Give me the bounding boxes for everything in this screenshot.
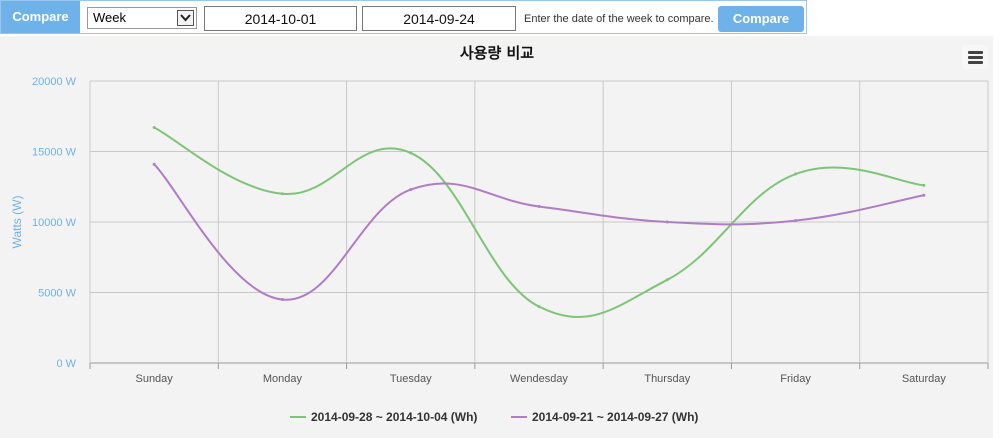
x-tick-label: Saturday <box>902 373 947 385</box>
series-1-point <box>537 305 541 309</box>
y-tick-label: 20000 W <box>32 76 77 88</box>
y-tick-label: 10000 W <box>32 217 77 229</box>
chart-background <box>0 36 993 438</box>
chevron-down-icon[interactable] <box>177 10 194 26</box>
series-2-point <box>280 298 284 302</box>
series-2-point <box>409 188 413 192</box>
date-input-a[interactable] <box>204 6 357 31</box>
legend-label: 2014-09-28 ~ 2014-10-04 (Wh) <box>311 410 477 424</box>
x-tick-label: Monday <box>263 373 303 385</box>
series-2-point <box>537 204 541 208</box>
x-tick-label: Tuesday <box>390 373 432 385</box>
series-line-2 <box>153 163 925 301</box>
period-select-value: Week <box>93 10 126 25</box>
legend-item-1[interactable]: 2014-09-28 ~ 2014-10-04 (Wh) <box>290 410 477 424</box>
series-1-point <box>280 192 284 196</box>
compare-button[interactable]: Compare <box>718 6 804 32</box>
x-tick-label: Thursday <box>644 373 690 385</box>
series-1-point <box>922 183 926 187</box>
series-2-point <box>922 193 926 197</box>
legend-item-2[interactable]: 2014-09-21 ~ 2014-09-27 (Wh) <box>511 410 698 424</box>
legend-label: 2014-09-21 ~ 2014-09-27 (Wh) <box>532 410 698 424</box>
hint-text: Enter the date of the week to compare. <box>524 13 714 25</box>
series-1-point <box>794 172 798 176</box>
x-tick-label: Sunday <box>135 373 173 385</box>
legend[interactable]: 2014-09-28 ~ 2014-10-04 (Wh) 2014-09-21 ~… <box>290 410 698 424</box>
series-1-point <box>409 151 413 155</box>
series-2-point <box>665 220 669 224</box>
compare-toolbar: Compare Week Enter the date of the week … <box>0 0 807 34</box>
series-2-point <box>152 162 156 166</box>
hamburger-menu-icon[interactable] <box>962 45 988 69</box>
series-lines <box>152 126 926 318</box>
series-1-point <box>665 278 669 282</box>
grid <box>89 80 989 364</box>
y-axis-label: Watts (W) <box>10 196 24 249</box>
axes: 0 W 5000 W 10000 W 15000 W 20000 W Sunday Mond… <box>32 76 989 385</box>
x-tick-label: Friday <box>780 373 811 385</box>
series-2-point <box>794 219 798 223</box>
y-tick-label: 5000 W <box>38 288 77 300</box>
series-1-point <box>152 126 156 130</box>
date-input-b[interactable] <box>362 6 516 31</box>
y-tick-label: 0 W <box>56 358 76 370</box>
y-tick-label: 15000 W <box>32 147 77 159</box>
compare-label: Compare <box>1 1 80 33</box>
chart-title: 사용량 비교 <box>460 44 534 62</box>
x-tick-label: Wendesday <box>510 373 568 385</box>
period-select[interactable]: Week <box>87 7 197 29</box>
